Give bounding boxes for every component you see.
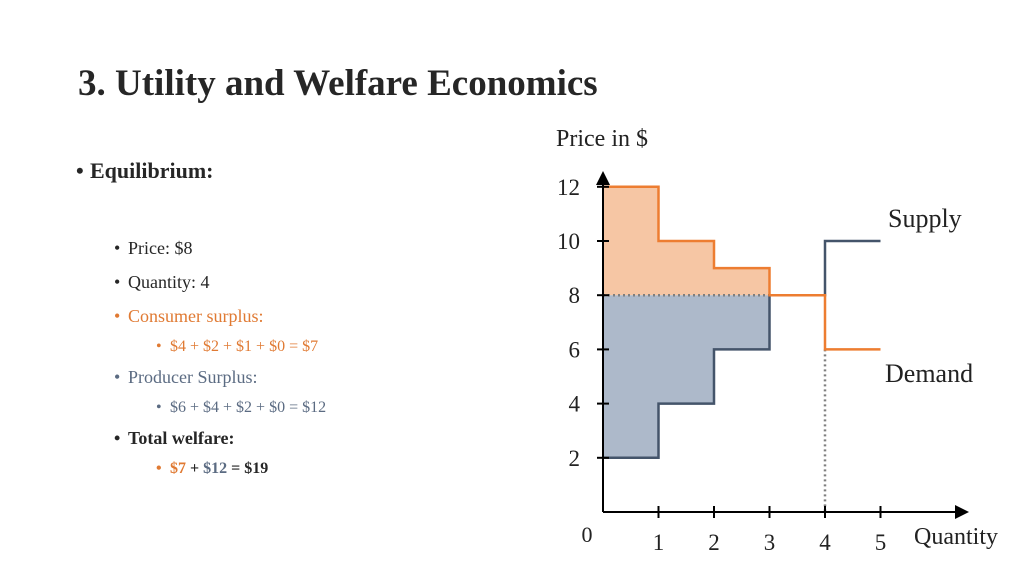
bullet-dot: •	[114, 272, 121, 292]
bullet-cs-calc: • $4 + $2 + $1 + $0 = $7	[156, 338, 318, 356]
demand-label: Demand	[885, 359, 973, 388]
supply-curve	[603, 239, 881, 460]
bullet-producer-surplus: • Producer Surplus:	[114, 367, 258, 388]
x-tick-label: 3	[764, 530, 776, 555]
supply-label: Supply	[888, 204, 962, 233]
tw-total: = $19	[231, 460, 269, 477]
consumer-surplus-label: Consumer surplus:	[128, 306, 264, 326]
equilibrium-heading: Equilibrium:	[90, 158, 214, 183]
x-tick-label: 1	[653, 530, 665, 555]
bullet-price: • Price: $8	[114, 238, 193, 259]
y-tick-label: 6	[569, 337, 581, 362]
bullet-dot: •	[156, 399, 162, 416]
bullet-tw-calc: • $7 + $12 = $19	[156, 460, 268, 478]
bullet-quantity: • Quantity: 4	[114, 272, 210, 293]
bullet-ps-calc: • $6 + $4 + $2 + $0 = $12	[156, 399, 326, 417]
producer-surplus-label: Producer Surplus:	[128, 367, 258, 387]
x-tick-label: 5	[875, 530, 887, 555]
x-tick-label: 4	[819, 530, 831, 555]
tw-plus: +	[190, 460, 200, 477]
bullet-total-welfare: • Total welfare:	[114, 428, 234, 449]
y-tick-label: 12	[557, 175, 580, 200]
bullet-equilibrium: • Equilibrium:	[76, 158, 213, 184]
tw-consumer-value: $7	[170, 460, 186, 477]
bullet-dot: •	[114, 367, 121, 387]
bullet-dot: •	[76, 158, 84, 183]
bullet-dot: •	[114, 306, 121, 326]
y-tick-label: 10	[557, 229, 580, 254]
price-text: Price: $8	[128, 238, 193, 258]
slide-title: 3. Utility and Welfare Economics	[78, 63, 598, 104]
bullet-dot: •	[114, 238, 121, 258]
bullet-dot: •	[156, 338, 162, 355]
consumer-surplus-calc: $4 + $2 + $1 + $0 = $7	[170, 338, 319, 355]
producer-surplus-calc: $6 + $4 + $2 + $0 = $12	[170, 399, 327, 416]
bullet-dot: •	[114, 428, 121, 448]
y-tick-label: 4	[569, 392, 581, 417]
quantity-text: Quantity: 4	[128, 272, 210, 292]
x-tick-label: 2	[708, 530, 720, 555]
bullet-consumer-surplus: • Consumer surplus:	[114, 306, 264, 327]
total-welfare-label: Total welfare:	[128, 428, 235, 448]
bullet-dot: •	[156, 460, 162, 477]
x-axis-label: Quantity	[914, 524, 998, 550]
demand-curve	[603, 185, 881, 351]
y-tick-label: 2	[569, 446, 581, 471]
origin-label: 0	[582, 522, 593, 547]
y-tick-label: 8	[569, 283, 581, 308]
y-axis-label: Price in $	[556, 126, 648, 152]
tw-producer-value: $12	[203, 460, 228, 477]
